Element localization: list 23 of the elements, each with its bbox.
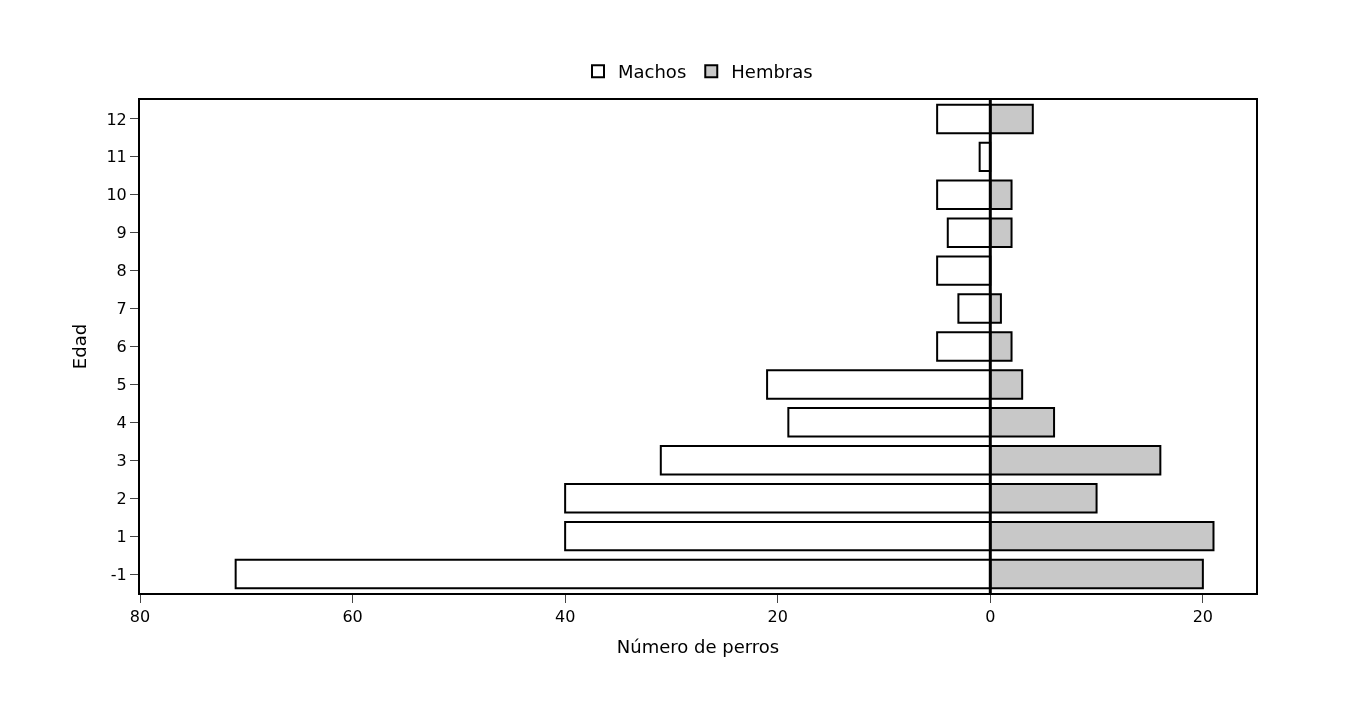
x-tick-label: 80: [129, 607, 151, 627]
x-tick-label: 0: [985, 607, 996, 627]
x-tick-label: 60: [342, 607, 363, 627]
y-tick-label: 12: [106, 109, 127, 129]
y-tick-label: 11: [106, 147, 127, 167]
y-tick-label: 4: [116, 412, 127, 432]
y-tick-label: 5: [116, 375, 127, 395]
y-tick-label: 8: [116, 261, 127, 281]
y-tick-label: 2: [116, 488, 127, 508]
y-tick-label: 9: [116, 223, 127, 243]
y-tick-label: -1: [110, 564, 127, 584]
y-tick-label: 6: [116, 337, 127, 357]
x-axis-title: Número de perros: [616, 635, 780, 657]
legend-label: Hembras: [731, 61, 813, 83]
x-tick-label: 20: [1192, 607, 1214, 627]
x-tick-label: 20: [767, 607, 788, 627]
legend-label: Machos: [618, 61, 687, 83]
y-tick-label: 3: [116, 450, 127, 470]
x-tick-label: 40: [554, 607, 576, 627]
y-tick-label: 10: [106, 185, 127, 205]
y-tick-label: 7: [116, 299, 127, 319]
y-axis-title: Edad: [69, 323, 91, 370]
y-tick-label: 1: [116, 526, 127, 546]
